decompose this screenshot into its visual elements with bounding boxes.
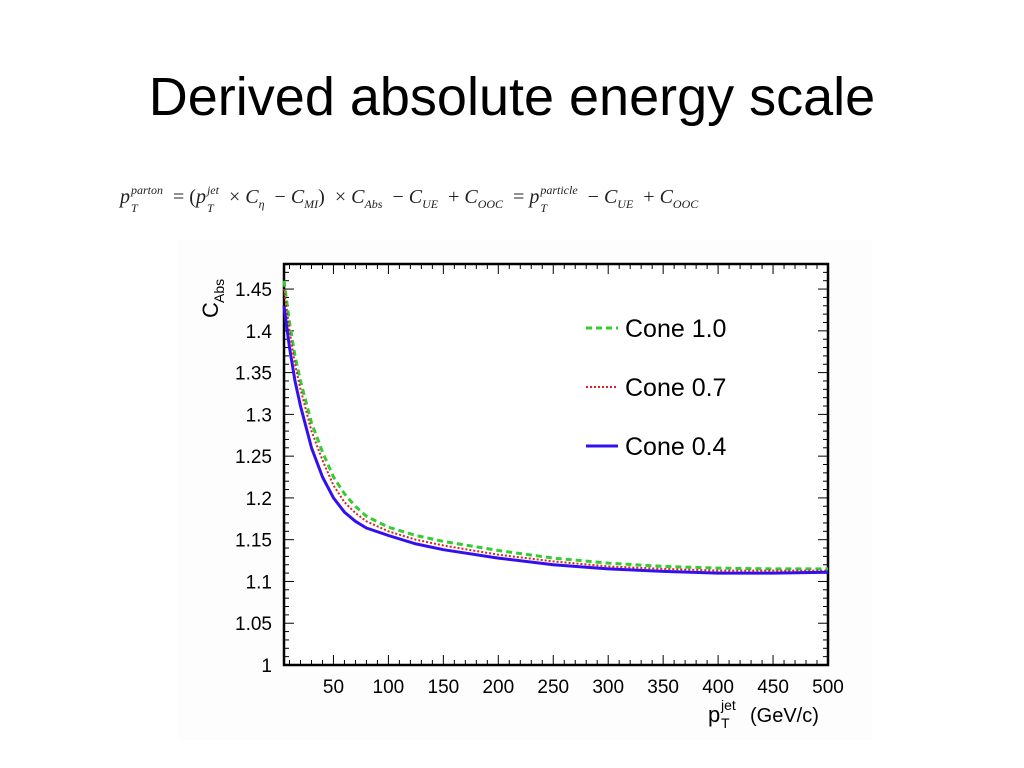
x-tick-label: 450 <box>757 677 789 698</box>
formula: pparton T = (pjet T × Cη − CMI) × CAbs − CUE + C… <box>120 183 699 215</box>
x-axis-label: p T jet (GeV/c) <box>708 697 819 731</box>
series-line <box>282 305 829 575</box>
y-axis-label: C Abs <box>198 279 227 318</box>
y-tick-label: 1.35 <box>235 364 272 385</box>
chart: C Abs p T jet (GeV/c) 50 100 150 200 250 300 3… <box>178 240 872 740</box>
x-tick-label: 50 <box>323 677 344 698</box>
x-tick-label: 150 <box>428 677 460 698</box>
x-tick-label: 350 <box>647 677 679 698</box>
plot-area: 50 100 150 200 250 300 350 400 450 500 1 1.05 1.1 1.1… <box>235 262 844 698</box>
x-axis-label-sub: T <box>721 715 730 731</box>
chart-svg: C Abs p T jet (GeV/c) 50 100 150 200 250 300 3… <box>198 262 844 731</box>
slide-title: Derived absolute energy scale <box>148 67 876 127</box>
legend-label: Cone 0.7 <box>625 374 726 402</box>
x-tick-label: 100 <box>373 677 405 698</box>
formula-cabs-sub: Abs <box>364 197 383 211</box>
y-tick-label: 1.1 <box>246 572 272 593</box>
formula-cooc-sub-2: OOC <box>672 197 699 211</box>
y-tick-label: 1.4 <box>246 322 273 343</box>
x-tick-label: 400 <box>702 677 734 698</box>
y-tick-label: 1.2 <box>246 489 272 510</box>
legend-label: Cone 1.0 <box>625 315 726 343</box>
x-tick-label: 200 <box>482 677 514 698</box>
x-axis-label-unit: (GeV/c) <box>750 705 819 727</box>
formula-cmi-sub: MI <box>304 197 319 211</box>
x-tick-label: 300 <box>592 677 624 698</box>
formula-ceta-sub: η <box>258 197 265 211</box>
formula-jet-sup: jet <box>206 183 219 197</box>
y-tick-label: 1.45 <box>235 280 272 301</box>
formula-cooc-sub: OOC <box>477 197 504 211</box>
formula-cue-sub: UE <box>422 197 439 211</box>
series-line <box>283 288 828 572</box>
formula-particle-sup: particle <box>540 183 578 197</box>
y-tick-label: 1.05 <box>235 614 272 635</box>
formula-cue-sub-2: UE <box>617 197 634 211</box>
formula-parton-sup: parton <box>131 183 164 197</box>
x-axis-label-sup: jet <box>720 697 736 713</box>
y-tick-label: 1 <box>261 656 272 677</box>
y-tick-label: 1.15 <box>235 531 272 552</box>
x-axis-label-main: p <box>708 702 720 727</box>
legend-label: Cone 0.4 <box>625 433 727 461</box>
y-axis-label-main: C <box>198 302 223 318</box>
x-tick-label: 250 <box>537 677 569 698</box>
plot-frame <box>282 262 830 667</box>
y-axis-label-sub: Abs <box>211 279 227 303</box>
x-tick-label: 500 <box>812 677 844 698</box>
y-tick-label: 1.3 <box>246 405 272 426</box>
y-tick-label: 1.25 <box>235 447 272 468</box>
